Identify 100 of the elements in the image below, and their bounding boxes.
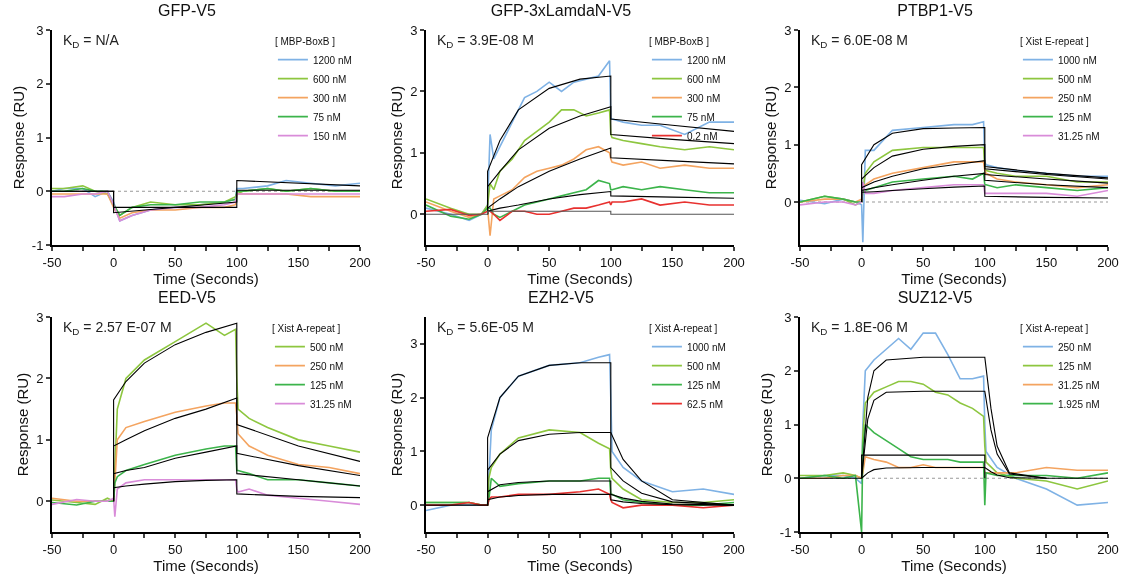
- x-tick-label: 50: [167, 254, 183, 270]
- y-tick-label: 3: [410, 336, 418, 352]
- x-tick-label: 0: [857, 541, 866, 557]
- y-tick-label: 0: [36, 493, 44, 509]
- legend-label: 500 nM: [686, 360, 721, 372]
- x-tick-label: 150: [1035, 541, 1058, 557]
- legend-label: 125 nM: [309, 379, 344, 391]
- x-tick-label: 200: [349, 541, 371, 557]
- x-tick-label: 0: [109, 254, 118, 270]
- x-tick-label: 150: [1035, 254, 1058, 270]
- legend-label: 62.5 nM: [686, 398, 724, 410]
- y-axis-title: Response (RU): [387, 372, 405, 477]
- chart-title: PTBP1-V5: [897, 1, 973, 19]
- y-tick-label: 3: [410, 22, 418, 38]
- y-tick-label: 1: [36, 130, 44, 146]
- x-axis-title: Time (Seconds): [527, 556, 633, 574]
- y-tick-label: 1: [36, 432, 44, 448]
- annotation: K$_{D}$ = 6.0E-08 M: [811, 32, 908, 50]
- legend-label: 600 nM: [686, 73, 721, 85]
- y-tick-label: 1: [784, 137, 792, 153]
- annotation: K$_{D}$ = 2.57 E-07 M: [63, 319, 172, 337]
- x-axis-title: Time (Seconds): [153, 556, 259, 574]
- chart-title: GFP-3xLamdaN-V5: [490, 1, 632, 19]
- y-tick-label: 1: [410, 443, 418, 459]
- x-tick-label: 50: [541, 541, 557, 557]
- legend-title: [ Xist A-repeat ]: [648, 323, 718, 335]
- x-tick-label: -50: [790, 254, 810, 270]
- y-axis-title: Response (RU): [387, 85, 405, 190]
- x-tick-label: 0: [857, 254, 866, 270]
- x-axis-title: Time (Seconds): [153, 269, 259, 287]
- x-tick-label: 100: [973, 541, 996, 557]
- x-tick-label: 50: [541, 254, 557, 270]
- legend-label: 500 nM: [309, 341, 344, 353]
- chart-title: EED-V5: [158, 288, 216, 306]
- annotation: K$_{D}$ = 5.6E-05 M: [437, 319, 534, 337]
- x-axis-title: Time (Seconds): [901, 269, 1007, 287]
- y-tick-label: 0: [784, 194, 792, 210]
- legend-title: [ Xist E-repeat ]: [1019, 36, 1090, 48]
- legend-title: [ Xist A-repeat ]: [271, 323, 341, 335]
- y-tick-label: 0: [36, 183, 44, 199]
- x-tick-label: 200: [349, 254, 371, 270]
- x-tick-label: 150: [287, 254, 310, 270]
- y-tick-label: 2: [410, 390, 418, 406]
- x-tick-label: -50: [416, 254, 436, 270]
- x-tick-label: 200: [723, 541, 745, 557]
- x-tick-label: 0: [483, 541, 492, 557]
- y-tick-label: 3: [36, 309, 44, 325]
- y-tick-label: 2: [784, 79, 792, 95]
- x-axis-title: Time (Seconds): [527, 269, 633, 287]
- x-tick-label: -50: [42, 254, 62, 270]
- x-tick-label: -50: [416, 541, 436, 557]
- x-tick-label: 200: [1097, 254, 1119, 270]
- x-tick-label: 200: [723, 254, 745, 270]
- y-tick-label: -1: [779, 524, 792, 540]
- legend-label: 300 nM: [312, 92, 347, 104]
- y-axis-title: Response (RU): [757, 372, 775, 477]
- legend-label: 31.25 nM: [309, 398, 352, 410]
- legend-label: 125 nM: [1057, 111, 1092, 123]
- x-tick-label: 100: [599, 541, 622, 557]
- y-tick-label: 3: [784, 22, 792, 38]
- x-tick-label: 100: [225, 254, 248, 270]
- legend-label: 250 nM: [1057, 341, 1092, 353]
- legend-label: 1200 nM: [312, 54, 352, 66]
- y-tick-label: 0: [784, 470, 792, 486]
- y-axis-title: Response (RU): [13, 372, 31, 477]
- y-tick-label: 2: [410, 83, 418, 99]
- y-tick-label: 1: [410, 145, 418, 161]
- x-tick-label: 0: [483, 254, 492, 270]
- y-tick-label: 3: [784, 309, 792, 325]
- y-axis-title: Response (RU): [9, 85, 27, 190]
- x-tick-label: 0: [109, 541, 118, 557]
- x-tick-label: 100: [973, 254, 996, 270]
- x-tick-label: 50: [915, 254, 931, 270]
- chart-title: SUZ12-V5: [897, 288, 973, 306]
- y-axis-title: Response (RU): [761, 85, 779, 190]
- x-tick-label: 150: [661, 254, 684, 270]
- x-tick-label: 50: [167, 541, 183, 557]
- legend-label: 31.25 nM: [1057, 379, 1100, 391]
- annotation: K$_{D}$ = N/A: [63, 32, 120, 50]
- legend-label: 75 nM: [312, 111, 341, 123]
- legend-label: 0.2 nM: [686, 130, 718, 142]
- x-tick-label: 100: [599, 254, 622, 270]
- legend-label: 250 nM: [1057, 92, 1092, 104]
- legend-label: 600 nM: [312, 73, 347, 85]
- legend-title: [ MBP-BoxB ]: [648, 36, 710, 48]
- y-tick-label: 2: [36, 370, 44, 386]
- legend-label: 125 nM: [686, 379, 721, 391]
- y-tick-label: -1: [31, 237, 44, 253]
- legend-label: 1.925 nM: [1057, 398, 1100, 410]
- legend-label: 125 nM: [1057, 360, 1092, 372]
- x-tick-label: -50: [790, 541, 810, 557]
- annotation: K$_{D}$ = 3.9E-08 M: [437, 32, 534, 50]
- legend-label: 150 nM: [312, 130, 347, 142]
- y-tick-label: 3: [36, 22, 44, 38]
- legend-title: [ Xist A-repeat ]: [1019, 323, 1089, 335]
- x-tick-label: 150: [661, 541, 684, 557]
- legend-label: 1000 nM: [686, 341, 726, 353]
- x-axis-title: Time (Seconds): [901, 556, 1007, 574]
- legend-title: [ MBP-BoxB ]: [274, 36, 336, 48]
- y-tick-label: 2: [784, 363, 792, 379]
